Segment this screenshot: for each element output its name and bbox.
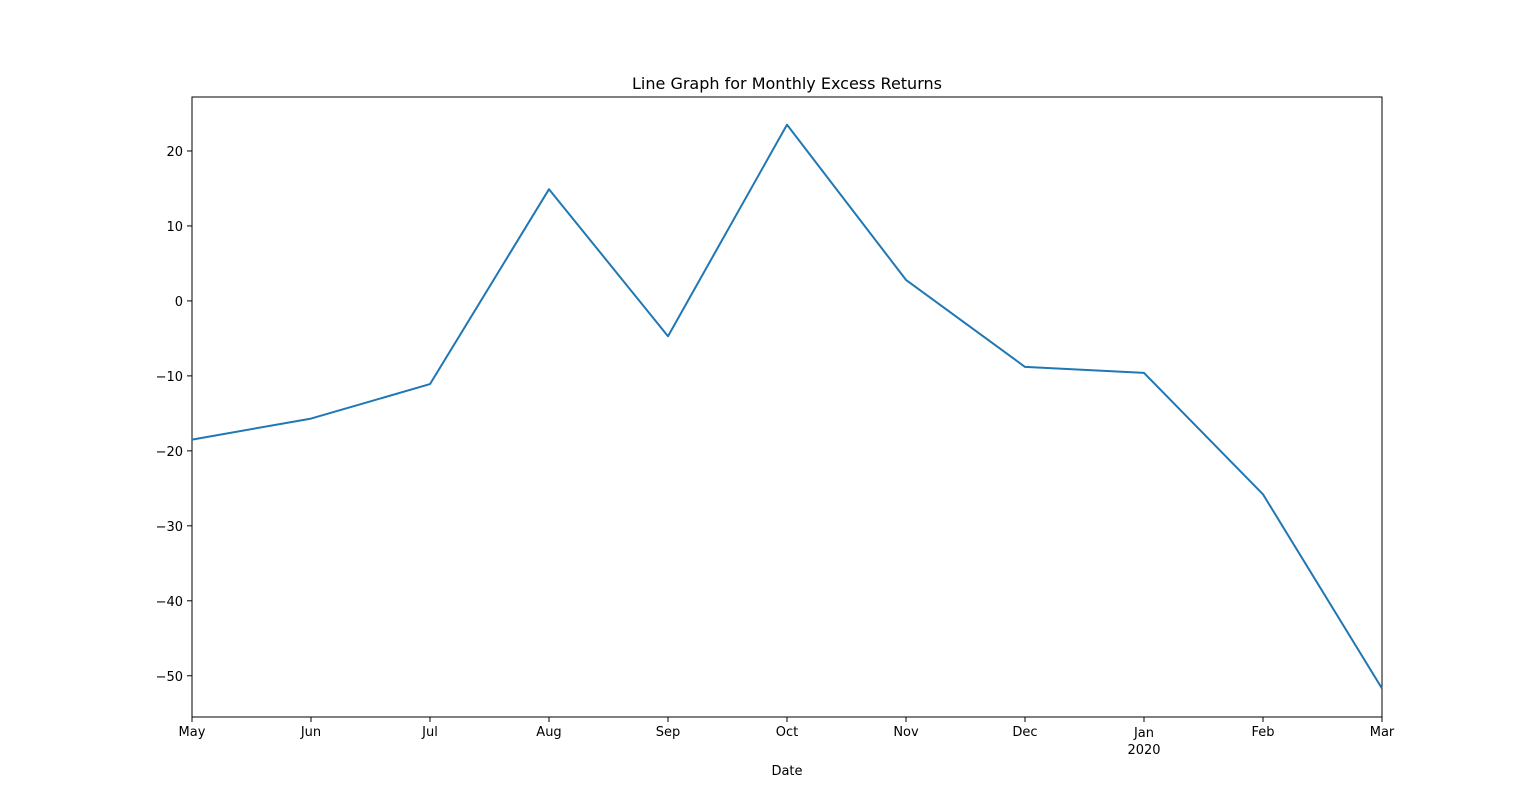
y-tick-label: −10 bbox=[156, 370, 183, 385]
x-tick-label: Dec bbox=[1012, 725, 1037, 740]
y-tick-label: −30 bbox=[156, 520, 183, 535]
y-axis: −50 −40 −30 −20 −10 0 10 20 bbox=[156, 145, 192, 685]
x-tick-label: Mar bbox=[1370, 725, 1395, 740]
y-tick-label: 10 bbox=[166, 220, 183, 235]
x-tick-label: Jan bbox=[1133, 726, 1154, 741]
x-tick-label: Sep bbox=[656, 725, 681, 740]
x-axis: 2020 May Jun Jul Aug Sep Oct Nov Dec Jan Feb Mar bbox=[179, 717, 1395, 758]
x-tick-label: Nov bbox=[893, 725, 919, 740]
x-tick-label: Oct bbox=[776, 725, 798, 740]
y-tick-label: −20 bbox=[156, 445, 183, 460]
x-tick-label: May bbox=[179, 725, 206, 740]
y-tick-label: 20 bbox=[166, 145, 183, 160]
x-year-label: 2020 bbox=[1127, 743, 1160, 758]
x-tick-label: Aug bbox=[536, 725, 561, 740]
chart-title: Line Graph for Monthly Excess Returns bbox=[632, 74, 942, 93]
x-tick-label: Jul bbox=[421, 725, 438, 740]
x-tick-label: Jun bbox=[300, 725, 321, 740]
x-axis-label: Date bbox=[771, 764, 802, 779]
series-line bbox=[191, 123, 1383, 690]
x-tick-label: Feb bbox=[1251, 725, 1274, 740]
y-tick-label: −50 bbox=[156, 670, 183, 685]
y-tick-label: −40 bbox=[156, 595, 183, 610]
y-tick-label: 0 bbox=[175, 295, 183, 310]
